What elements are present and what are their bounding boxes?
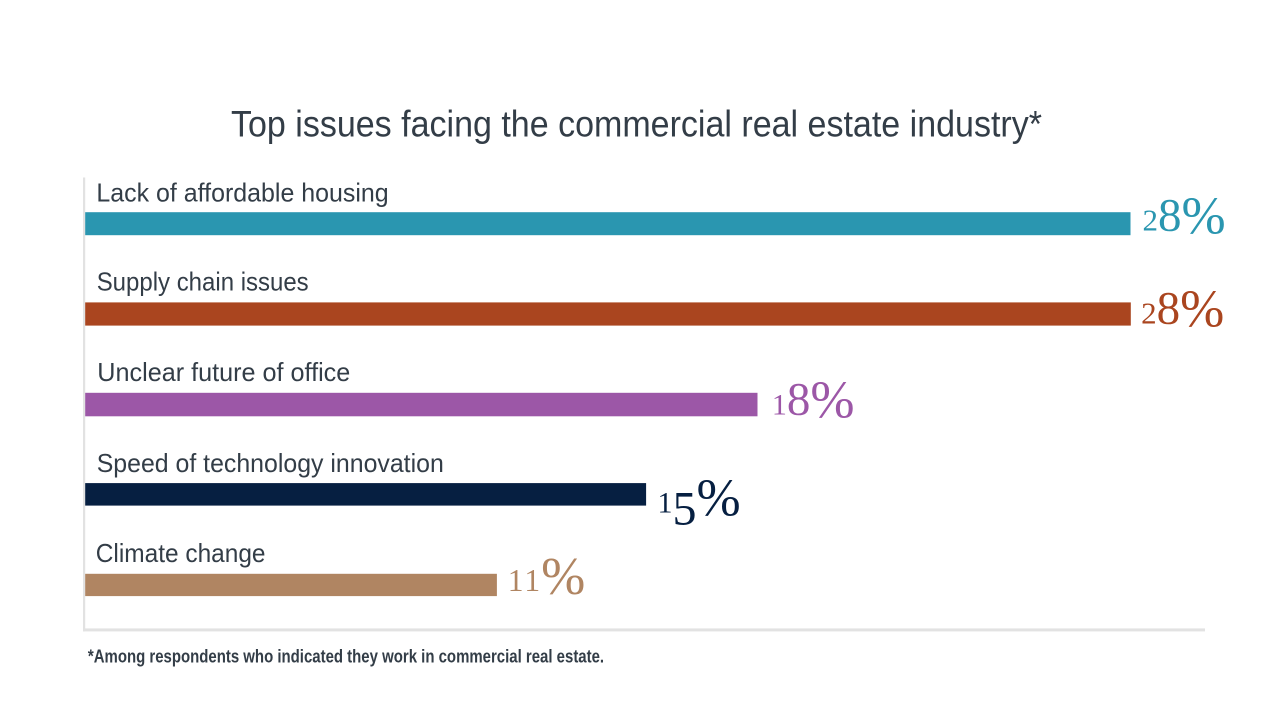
- svg-text:Top issues facing the commerci: Top issues facing the commercial real es…: [231, 104, 1042, 145]
- svg-text:28%: 28%: [1143, 188, 1226, 246]
- svg-text:11%: 11%: [508, 548, 586, 606]
- svg-text:Speed of technology innovation: Speed of technology innovation: [97, 448, 444, 478]
- svg-text:Lack of affordable housing: Lack of affordable housing: [96, 178, 388, 208]
- svg-text:Unclear future of office: Unclear future of office: [97, 357, 350, 387]
- svg-text:18%: 18%: [772, 372, 855, 430]
- svg-text:Supply chain issues: Supply chain issues: [97, 266, 309, 296]
- svg-text:Climate change: Climate change: [96, 538, 266, 568]
- svg-text:*Among respondents who indicat: *Among respondents who indicated they wo…: [88, 647, 604, 667]
- svg-text:15%: 15%: [658, 470, 741, 536]
- svg-text:28%: 28%: [1141, 281, 1224, 339]
